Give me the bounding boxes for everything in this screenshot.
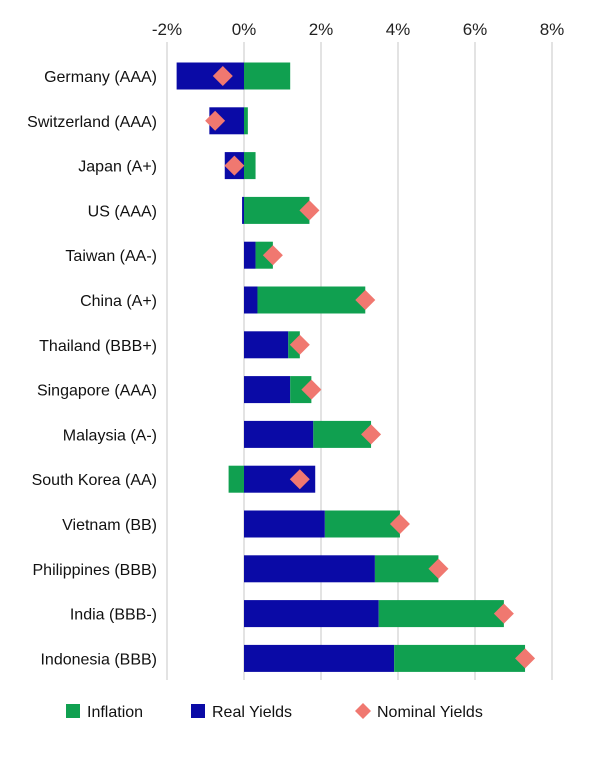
bar-inflation [244,152,256,180]
marker-nominal-yield [428,558,449,579]
bar-real-yields [244,600,379,628]
legend-label: Nominal Yields [377,704,483,721]
marker-nominal-yield [301,379,322,400]
x-axis-tick-labels: -2% 0% 2% 4% 6% 8% [152,20,564,39]
bar-real-yields [242,196,244,224]
bar-real-yields [176,62,244,90]
category-labels: Germany (AAA) Switzerland (AAA) Japan (A+)… [27,69,157,668]
x-tick-label: 4% [386,20,411,39]
bar-real-yields [244,420,314,448]
category-label: India (BBB-) [70,607,157,624]
bar-inflation [324,510,400,538]
marker-nominal-yield [289,469,310,490]
marker-nominal-yield [361,424,382,445]
gridlines [166,42,553,680]
bar-inflation [394,644,526,672]
marker-nominal-yield [224,155,245,176]
bar-real-yields [244,241,256,269]
bar-inflation [290,376,312,404]
legend-swatch [355,703,371,719]
x-tick-label: -2% [152,20,182,39]
bar-inflation [228,465,244,493]
category-label: Philippines (BBB) [33,562,158,579]
bar-real-yields [244,555,375,583]
bar-real-yields [244,644,395,672]
marker-nominal-yield [389,514,410,534]
legend-label: Inflation [87,704,143,721]
bar-inflation [378,600,504,628]
bar-inflation [374,555,439,583]
category-label: Japan (A+) [78,159,157,176]
category-label: Germany (AAA) [44,69,157,86]
bar-inflation [244,196,310,224]
marker-nominal-yield [355,290,376,310]
marker-nominal-yield [262,245,283,266]
marker-nominal-yield [515,648,536,669]
category-label: Switzerland (AAA) [27,114,157,131]
bar-real-yields [244,376,291,404]
legend-label: Real Yields [212,704,292,721]
marker-nominal-yield [299,200,320,221]
x-tick-label: 2% [309,20,334,39]
x-tick-label: 0% [232,20,257,39]
legend-swatch [66,704,80,718]
nominal-yield-markers [205,66,536,669]
category-label: South Korea (AA) [32,472,157,489]
legend: Inflation Real Yields Nominal Yields [66,703,483,721]
bar-inflation [244,62,291,90]
bar-inflation [257,286,366,314]
marker-nominal-yield [289,334,310,355]
bar-real-yields [244,286,258,314]
category-label: China (A+) [80,293,157,310]
bars [176,62,526,672]
category-label: Singapore (AAA) [37,383,157,400]
marker-nominal-yield [212,66,233,86]
x-tick-label: 8% [540,20,565,39]
x-tick-label: 6% [463,20,488,39]
bar-inflation [244,107,248,135]
category-label: Malaysia (A-) [63,427,157,444]
category-label: Indonesia (BBB) [40,651,157,668]
category-label: Vietnam (BB) [62,517,157,534]
legend-swatch [191,704,205,718]
bar-real-yields [244,510,325,538]
marker-nominal-yield [205,110,226,131]
category-label: US (AAA) [88,203,157,220]
category-label: Thailand (BBB+) [39,338,157,355]
category-label: Taiwan (AA-) [65,248,157,265]
bar-real-yields [244,331,289,359]
marker-nominal-yield [493,603,514,624]
